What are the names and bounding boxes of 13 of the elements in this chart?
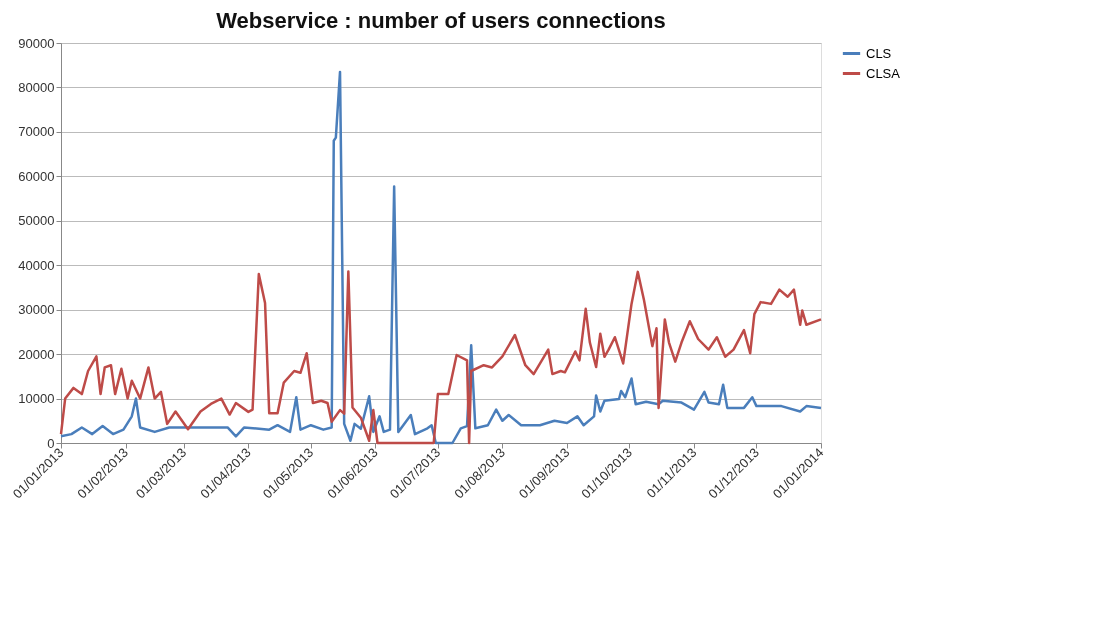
y-tick-label: 10000 (18, 391, 55, 407)
y-tick-label: 20000 (18, 346, 55, 362)
y-tick-label: 70000 (18, 124, 55, 140)
y-tick-label: 30000 (18, 302, 55, 318)
y-tick-label: 60000 (18, 168, 55, 184)
y-tick-label: 80000 (18, 79, 55, 95)
y-tick-label: 50000 (18, 213, 55, 229)
legend-label: CLSA (866, 65, 901, 81)
y-tick-label: 40000 (18, 257, 55, 273)
chart-title: Webservice : number of users connections (216, 8, 666, 33)
y-tick-label: 0 (47, 435, 55, 451)
legend-label: CLS (866, 45, 892, 61)
y-tick-label: 90000 (18, 35, 55, 51)
